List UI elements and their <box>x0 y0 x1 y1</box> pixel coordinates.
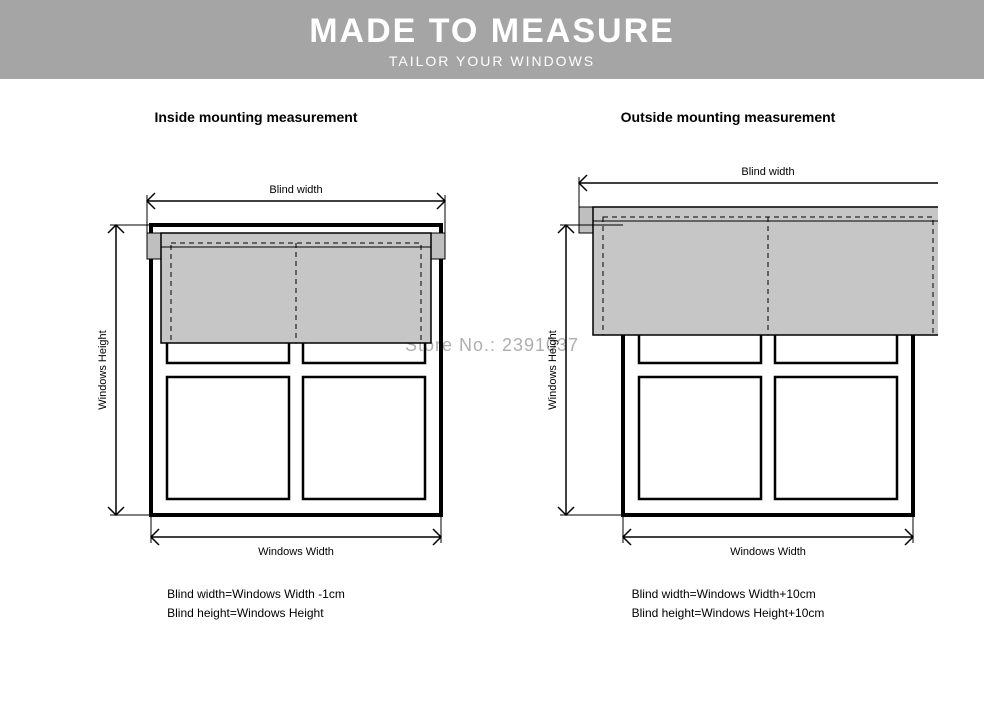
outside-formula-2: Blind height=Windows Height+10cm <box>632 604 825 623</box>
svg-text:Blind width: Blind width <box>269 184 322 196</box>
outside-column: Outside mounting measurement Blind width… <box>492 109 964 623</box>
inside-column: Inside mounting measurement Blind width W… <box>20 109 492 623</box>
outside-formula: Blind width=Windows Width+10cm Blind hei… <box>632 585 825 623</box>
header-banner: MADE TO MEASURE TAILOR YOUR WINDOWS <box>0 0 984 79</box>
svg-text:Blind width: Blind width <box>741 166 794 178</box>
inside-formula: Blind width=Windows Width -1cm Blind hei… <box>167 585 345 623</box>
inside-diagram: Blind width Windows Width Windows Height <box>46 145 466 565</box>
inside-formula-1: Blind width=Windows Width -1cm <box>167 585 345 604</box>
header-subtitle: TAILOR YOUR WINDOWS <box>0 53 984 69</box>
outside-title: Outside mounting measurement <box>621 109 836 125</box>
svg-text:Windows Height: Windows Height <box>547 330 559 409</box>
content-row: Inside mounting measurement Blind width W… <box>0 79 984 623</box>
svg-text:Windows Height: Windows Height <box>97 330 109 409</box>
inside-formula-2: Blind height=Windows Height <box>167 604 345 623</box>
header-title: MADE TO MEASURE <box>0 12 984 51</box>
inside-title: Inside mounting measurement <box>154 109 357 125</box>
outside-svg: Blind width Windows Width Windows Height <box>518 145 938 565</box>
svg-text:Windows Width: Windows Width <box>258 546 334 558</box>
outside-formula-1: Blind width=Windows Width+10cm <box>632 585 825 604</box>
svg-text:Windows Width: Windows Width <box>730 546 806 558</box>
outside-diagram: Blind width Windows Width Windows Height <box>518 145 938 565</box>
inside-svg: Blind width Windows Width Windows Height <box>46 145 466 565</box>
